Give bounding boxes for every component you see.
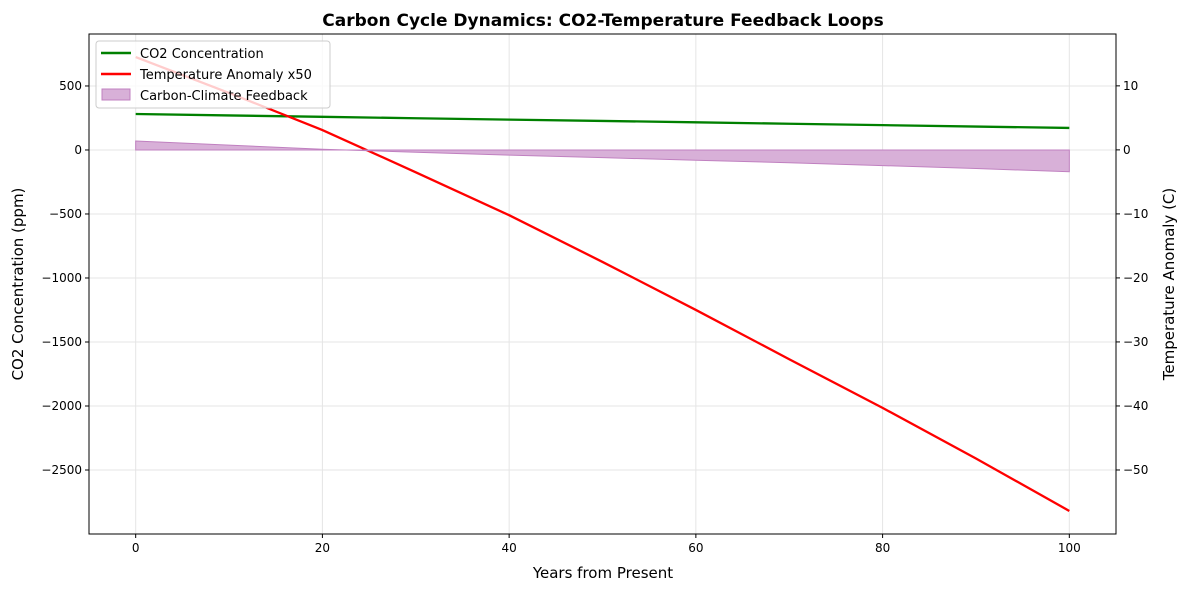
legend-label-temperature: Temperature Anomaly x50 bbox=[139, 68, 312, 83]
y-right-tick-label: −30 bbox=[1123, 335, 1148, 349]
x-tick-label: 20 bbox=[315, 541, 330, 555]
legend-label-co2: CO2 Concentration bbox=[140, 47, 264, 62]
x-tick-label: 40 bbox=[501, 541, 516, 555]
x-tick-label: 60 bbox=[688, 541, 703, 555]
legend-frame bbox=[95, 40, 331, 109]
y-tick-label: 500 bbox=[59, 79, 82, 93]
y-axis-label: CO2 Concentration (ppm) bbox=[9, 188, 27, 381]
ticks: 0 20 40 60 80 100−2500−2000−1500−1000−5000500… bbox=[41, 79, 1148, 555]
y-right-tick-label: −20 bbox=[1123, 271, 1148, 285]
y-axis-right-label: Temperature Anomaly (C) bbox=[1160, 188, 1178, 382]
legend-swatch-feedback bbox=[101, 88, 131, 101]
grid bbox=[89, 34, 1116, 534]
y-tick-label: −2500 bbox=[41, 463, 82, 477]
y-right-tick-label: −40 bbox=[1123, 399, 1148, 413]
y-right-tick-label: −50 bbox=[1123, 463, 1148, 477]
plot-marks bbox=[135, 55, 1070, 512]
y-tick-label: −500 bbox=[49, 207, 82, 221]
x-axis-label: Years from Present bbox=[532, 564, 673, 582]
x-tick-label: 100 bbox=[1058, 541, 1081, 555]
chart-title: Carbon Cycle Dynamics: CO2-Temperature F… bbox=[322, 11, 883, 31]
y-right-tick-label: 0 bbox=[1123, 143, 1131, 157]
y-tick-label: −1000 bbox=[41, 271, 82, 285]
y-tick-label: −1500 bbox=[41, 335, 82, 349]
y-tick-label: −2000 bbox=[41, 399, 82, 413]
x-tick-label: 0 bbox=[132, 541, 140, 555]
plot-frame bbox=[88, 33, 1117, 535]
y-tick-label: 0 bbox=[74, 143, 82, 157]
legend: CO2 Concentration Temperature Anomaly x5… bbox=[95, 40, 331, 109]
y-right-tick-label: −10 bbox=[1123, 207, 1148, 221]
temperature-line bbox=[135, 55, 1070, 512]
y-right-tick-label: 10 bbox=[1123, 79, 1138, 93]
co2-line bbox=[135, 112, 1070, 130]
feedback-fill-area bbox=[135, 140, 1070, 173]
x-tick-label: 80 bbox=[875, 541, 890, 555]
legend-label-feedback: Carbon-Climate Feedback bbox=[140, 89, 308, 104]
